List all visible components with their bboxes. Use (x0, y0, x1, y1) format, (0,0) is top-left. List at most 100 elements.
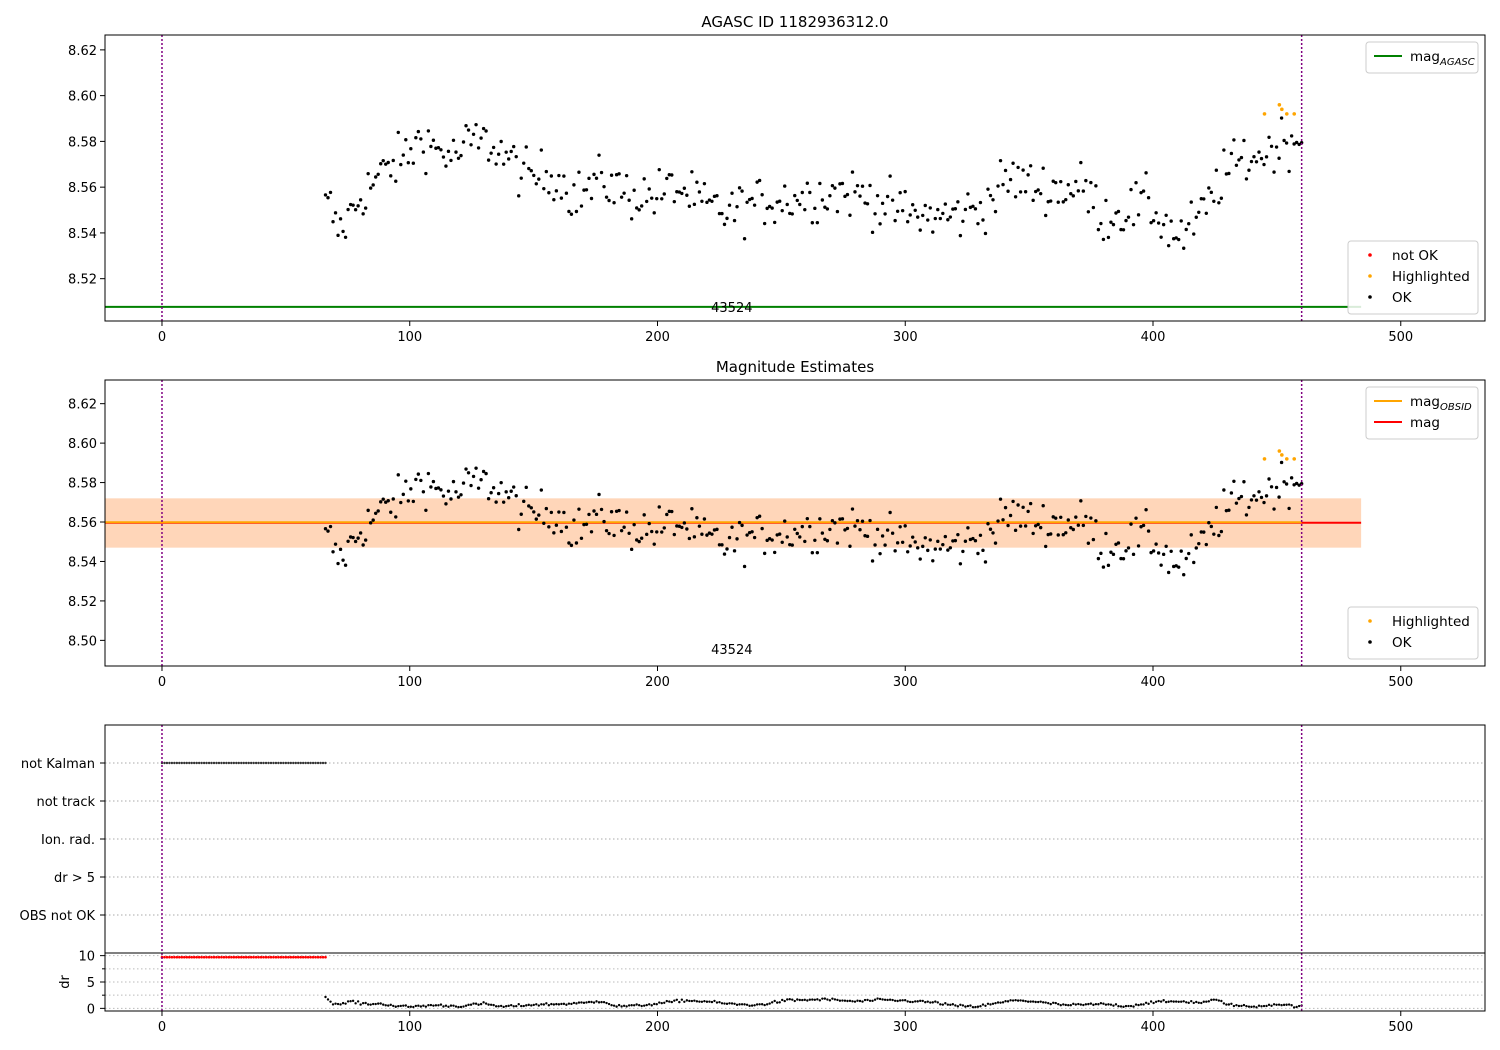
flag-point (190, 761, 193, 765)
ok-point (587, 176, 591, 181)
ok-point (983, 231, 988, 236)
flag-point (252, 761, 255, 765)
ok-point (735, 537, 739, 541)
dr-point (432, 1004, 435, 1007)
x-tick-label: 300 (893, 1020, 918, 1035)
flag-point (237, 761, 240, 765)
ok-point (444, 164, 448, 168)
dr-point (369, 1003, 372, 1006)
y-tick-label: 8.58 (68, 135, 97, 150)
dr-point (740, 1003, 744, 1006)
ok-point (667, 509, 671, 514)
ok-point (549, 174, 554, 178)
ok-point (921, 544, 925, 549)
ok-point (672, 532, 677, 537)
ok-point (815, 550, 820, 555)
panel-title: AGASC ID 1182936312.0 (701, 13, 888, 31)
ok-point (687, 536, 692, 541)
ok-point (730, 525, 734, 529)
dr-point (1267, 1003, 1271, 1007)
ok-point (805, 181, 810, 185)
dr-point (1162, 999, 1165, 1002)
dr-point (893, 999, 897, 1002)
y-tick-label: 8.52 (68, 273, 97, 288)
ok-point (1026, 509, 1030, 514)
dr-point (881, 998, 884, 1001)
ok-point (414, 477, 418, 482)
ok-point (868, 183, 872, 188)
ok-point (1091, 537, 1096, 542)
ok-point (627, 198, 631, 202)
dr-point (1127, 1004, 1130, 1008)
dr-point (813, 998, 817, 1001)
x-tick-label: 400 (1141, 675, 1166, 690)
ok-point (1006, 523, 1010, 528)
ok-point (1247, 168, 1251, 172)
dr-point (479, 1002, 483, 1006)
dr-point (334, 1002, 337, 1005)
ok-point (815, 220, 820, 225)
dr-point (1074, 1003, 1078, 1006)
ok-point (363, 538, 368, 542)
ok-point (931, 230, 935, 234)
flag-point (314, 761, 317, 765)
ok-point (820, 198, 825, 202)
ok-point (1151, 549, 1156, 553)
ok-point (1139, 190, 1143, 195)
dr-point (898, 999, 902, 1002)
ok-point (381, 158, 385, 163)
dr-point (419, 1005, 423, 1008)
ok-point (612, 533, 616, 538)
dr-point (1011, 999, 1015, 1002)
dr-point (382, 1003, 385, 1006)
ok-point (1016, 503, 1020, 507)
dr-point (597, 1001, 601, 1004)
ok-point (1006, 189, 1010, 193)
ok-point (647, 187, 651, 191)
dr-point (690, 999, 694, 1003)
ok-point (609, 173, 614, 177)
ok-point (476, 146, 481, 150)
ok-point (532, 173, 536, 178)
dr-not-kalman-point (232, 955, 236, 959)
highlighted-point (1292, 112, 1297, 116)
dr-point (1099, 1002, 1103, 1005)
dr-point (560, 1002, 563, 1006)
y-tick-label: 8.62 (68, 398, 97, 413)
ok-point (484, 471, 488, 476)
ok-point (358, 198, 363, 202)
dr-point (530, 1004, 533, 1007)
ok-point (662, 526, 666, 530)
ok-point (890, 198, 895, 202)
dr-point (1174, 1000, 1178, 1003)
dr-point (567, 1002, 571, 1005)
ok-point (1134, 180, 1138, 185)
dr-point (1114, 1003, 1118, 1006)
ok-point (1267, 477, 1271, 481)
ok-point (1059, 515, 1063, 519)
ok-point (1199, 196, 1203, 201)
dr-point (1122, 1005, 1125, 1009)
flag-point (163, 761, 166, 765)
ok-point (1079, 499, 1083, 503)
dr-point (678, 1000, 681, 1004)
dr-point (823, 997, 827, 1000)
ok-point (715, 193, 719, 198)
ok-point (798, 535, 802, 539)
ok-point (702, 181, 707, 186)
dr-point (1089, 1002, 1093, 1005)
ok-point (1151, 219, 1156, 223)
dr-point (660, 1001, 663, 1005)
ok-point (489, 151, 493, 155)
ok-point (456, 495, 461, 499)
dr-point (1277, 1003, 1281, 1006)
dr-point (1195, 1000, 1198, 1004)
ok-point (848, 544, 852, 548)
dr-point (361, 1001, 365, 1005)
dr-point (442, 1005, 445, 1008)
ok-point (1011, 161, 1015, 165)
dr-point (914, 1000, 917, 1003)
ok-point (808, 524, 812, 529)
ok-point (1184, 227, 1188, 232)
ok-point (1227, 508, 1231, 512)
